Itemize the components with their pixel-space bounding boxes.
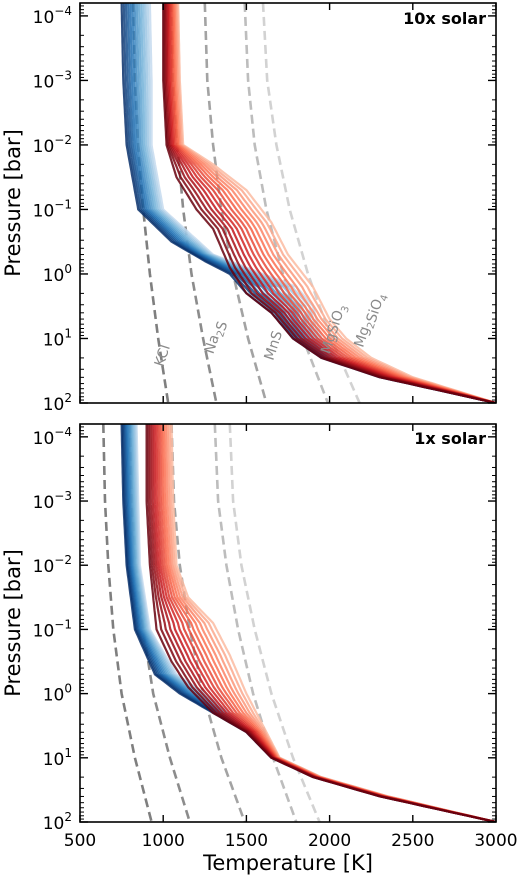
top-condensation-label-mns: MnS bbox=[262, 329, 286, 362]
x-axis-label: Temperature [K] bbox=[202, 851, 373, 875]
bottom-x-tick-label-500: 500 bbox=[64, 831, 96, 851]
top-profile-red-3 bbox=[164, 3, 496, 403]
top-y-tick-label-0: 100 bbox=[43, 262, 72, 286]
top-condensation-label-na2s: Na2S bbox=[202, 318, 232, 357]
bottom-y-tick-label-2: 102 bbox=[43, 810, 72, 834]
top-y-tick-label-1: 101 bbox=[43, 326, 72, 350]
y-axis-label-top: Pressure [bar] bbox=[1, 129, 25, 277]
bottom-y-tick-label--2: 10−2 bbox=[33, 553, 72, 577]
panel-label-top: 10x solar bbox=[403, 9, 486, 28]
bottom-profile-blue-4 bbox=[124, 424, 496, 822]
top-profile-red-6 bbox=[167, 3, 496, 403]
bottom-y-tick-label--4: 10−4 bbox=[33, 425, 72, 449]
bottom-x-tick-label-2000: 2000 bbox=[308, 831, 351, 851]
bottom-profile-red-14 bbox=[170, 424, 496, 822]
bottom-profile-red-11 bbox=[164, 424, 496, 822]
top-y-tick-label-2: 102 bbox=[43, 391, 72, 415]
panel-label-bottom: 1x solar bbox=[414, 429, 486, 448]
top-profile-red-2 bbox=[163, 3, 496, 403]
top-y-tick-label--2: 10−2 bbox=[33, 133, 72, 157]
top-y-tick-label--4: 10−4 bbox=[33, 4, 72, 28]
bottom-y-tick-label-0: 100 bbox=[43, 682, 72, 706]
top-condensation-label-kcl: KCl bbox=[152, 343, 174, 369]
top-profile-red-5 bbox=[166, 3, 496, 403]
top-condensation-label-mg2sio4: Mg2SiO4 bbox=[351, 290, 391, 352]
top-condensation-curve-mns bbox=[203, 3, 268, 403]
bottom-profile-blue-3 bbox=[122, 424, 496, 822]
top-y-tick-label--3: 10−3 bbox=[33, 68, 72, 92]
panel-1x-solar: 500 1000 1500 2000 2500 3000 10−4 10−3 10−2 10−1 1… bbox=[1, 423, 518, 875]
top-profile-red-14 bbox=[177, 3, 496, 403]
bottom-axes: 500 1000 1500 2000 2500 3000 10−4 10−3 10−2 10−1 1… bbox=[33, 424, 518, 851]
top-profile-red-1 bbox=[162, 3, 496, 403]
bottom-profile-red-1 bbox=[145, 424, 496, 822]
y-axis-label-bottom: Pressure [bar] bbox=[1, 549, 25, 697]
bottom-profile-blue-8 bbox=[128, 424, 496, 822]
top-profile-red-13 bbox=[175, 3, 496, 403]
bottom-x-tick-label-1000: 1000 bbox=[142, 831, 185, 851]
bottom-profile-red-8 bbox=[158, 424, 496, 822]
top-profile-red-10 bbox=[172, 3, 496, 403]
bottom-profile-red-6 bbox=[155, 424, 496, 822]
top-profile-red-12 bbox=[174, 3, 496, 403]
top-profile-blue-2 bbox=[122, 3, 496, 403]
bottom-x-tick-label-2500: 2500 bbox=[391, 831, 434, 851]
bottom-condensation-curve-kcl bbox=[102, 424, 153, 822]
bottom-profile-blue-7 bbox=[127, 424, 496, 822]
bottom-y-tick-label-1: 101 bbox=[43, 746, 72, 770]
top-profile-red-9 bbox=[171, 3, 496, 403]
top-y-tick-label--1: 10−1 bbox=[33, 197, 72, 221]
top-axes: 10−4 10−3 10−2 10−1 100 101 102 bbox=[33, 3, 497, 415]
top-profile-red-8 bbox=[170, 3, 496, 403]
bottom-y-tick-label--3: 10−3 bbox=[33, 489, 72, 513]
bottom-profile-red-3 bbox=[149, 424, 496, 822]
bottom-condensation-curve-mg2sio4 bbox=[228, 424, 321, 822]
bottom-x-tick-label-3000: 3000 bbox=[474, 831, 517, 851]
bottom-x-tick-label-1500: 1500 bbox=[225, 831, 268, 851]
top-profile-blue-9 bbox=[137, 3, 496, 403]
bottom-y-tick-label--1: 10−1 bbox=[33, 617, 72, 641]
top-profile-blue-11 bbox=[142, 3, 496, 403]
top-profile-red-7 bbox=[169, 3, 496, 403]
bottom-plot-area bbox=[102, 424, 496, 822]
top-profile-red-4 bbox=[165, 3, 496, 403]
top-profile-red-11 bbox=[173, 3, 496, 403]
